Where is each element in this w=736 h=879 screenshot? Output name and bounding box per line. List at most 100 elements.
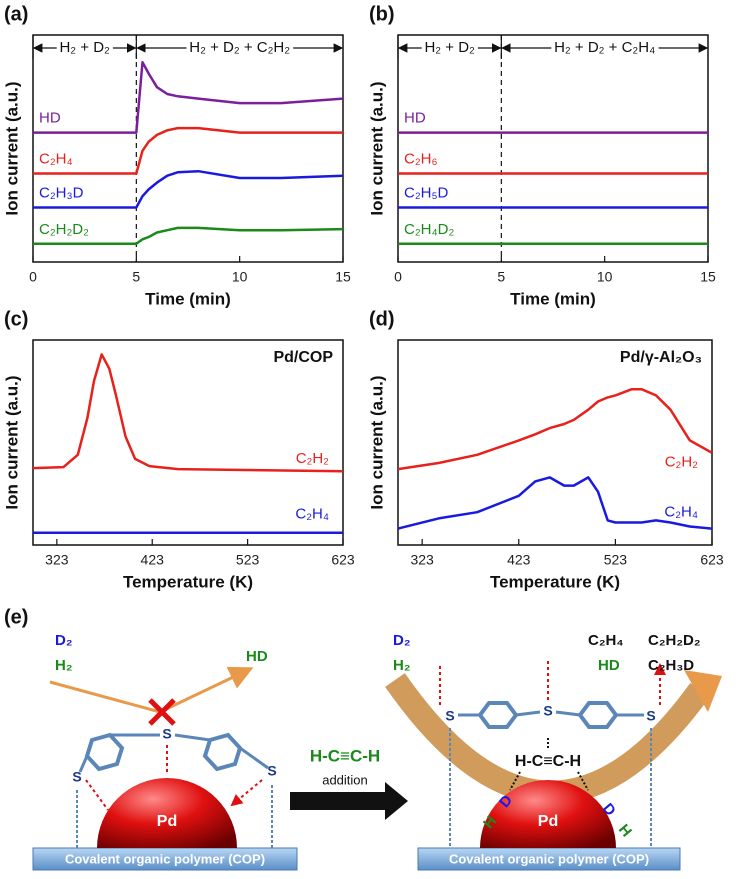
y-axis-title: Ion current (a.u.) bbox=[367, 81, 386, 215]
x-tick-label: 623 bbox=[331, 552, 355, 568]
series-label: C₂H₄D₂ bbox=[404, 221, 454, 238]
y-axis-title: Ion current (a.u.) bbox=[367, 375, 386, 509]
gas-label: H₂ bbox=[393, 657, 411, 674]
x-tick-label: 10 bbox=[597, 269, 613, 285]
interaction bbox=[85, 745, 263, 810]
y-axis-title: Ion current (a.u.) bbox=[2, 81, 21, 215]
series-line bbox=[33, 60, 344, 134]
series-line bbox=[33, 126, 343, 175]
bond-label: H bbox=[615, 821, 635, 840]
ring bbox=[84, 732, 125, 772]
reagent-label: H-C≡C-H bbox=[310, 746, 380, 765]
x-tick-label: 10 bbox=[232, 269, 248, 285]
support-label: Covalent organic polymer (COP) bbox=[449, 851, 649, 866]
region-label: H₂ + D₂ + C₂H₂ bbox=[189, 39, 290, 56]
scheme: (e) Covalent organic polymer (COP) Pd D₂… bbox=[4, 606, 722, 871]
x-tick-label: 5 bbox=[497, 269, 505, 285]
s-label: S bbox=[445, 708, 454, 724]
product-label: HD bbox=[246, 648, 268, 665]
y-axis-title: Ion current (a.u.) bbox=[2, 375, 21, 509]
x-tick-label: 423 bbox=[141, 552, 165, 568]
s-label: S bbox=[543, 703, 552, 719]
panel-label: (c) bbox=[4, 308, 28, 330]
plot-frame bbox=[397, 34, 709, 263]
series-label: C₂H₄ bbox=[295, 506, 329, 523]
pd-particle bbox=[97, 778, 237, 848]
product-label: C₂H₂D₂ bbox=[648, 632, 701, 649]
series-label: HD bbox=[39, 110, 61, 127]
gas-label: D₂ bbox=[393, 632, 411, 649]
series-line bbox=[33, 226, 344, 246]
region-label: H₂ + D₂ bbox=[59, 39, 110, 56]
series-label: C₂H₂ bbox=[665, 454, 698, 471]
x-tick-label: 0 bbox=[29, 269, 37, 285]
adsorption bbox=[509, 736, 589, 791]
x-axis-title: Temperature (K) bbox=[123, 572, 253, 591]
linker bbox=[78, 733, 269, 773]
panel-label: (a) bbox=[4, 3, 28, 25]
action-label: addition bbox=[322, 772, 368, 787]
flow-arrow-head bbox=[684, 670, 722, 712]
sample-label: Pd/COP bbox=[273, 349, 333, 366]
x-tick-label: 623 bbox=[700, 552, 724, 568]
desorption bbox=[439, 660, 660, 705]
process-arrow bbox=[290, 782, 408, 820]
ring bbox=[202, 732, 243, 772]
x-tick-label: 323 bbox=[410, 552, 434, 568]
series-label: C₂H₂ bbox=[296, 450, 329, 467]
adsorbate-label: H-C≡C-H bbox=[515, 753, 581, 770]
gas-label: H₂ bbox=[55, 657, 73, 674]
x-axis-title: Temperature (K) bbox=[490, 572, 620, 591]
series-label: C₂H₆ bbox=[404, 150, 438, 167]
series-line bbox=[32, 353, 344, 473]
sample-label: Pd/γ-Al₂O₃ bbox=[620, 349, 702, 366]
region-label: H₂ + D₂ + C₂H₄ bbox=[554, 39, 655, 56]
s-label: S bbox=[267, 763, 276, 779]
product-label: C₂H₃D bbox=[648, 657, 694, 674]
metal-label: Pd bbox=[157, 813, 177, 830]
panel-label: (b) bbox=[369, 3, 395, 25]
x-axis-title: Time (min) bbox=[145, 289, 231, 308]
plot-frame bbox=[397, 339, 713, 546]
ring bbox=[477, 701, 519, 729]
product-label: HD bbox=[598, 657, 620, 674]
s-label: S bbox=[162, 726, 171, 742]
product-label: C₂H₄ bbox=[588, 632, 623, 649]
x-axis-title: Time (min) bbox=[510, 289, 596, 308]
metal-label: Pd bbox=[538, 813, 558, 830]
series-label: C₂H₂D₂ bbox=[39, 221, 89, 238]
x-tick-label: 523 bbox=[604, 552, 628, 568]
x-tick-label: 5 bbox=[132, 269, 140, 285]
x-tick-label: 423 bbox=[507, 552, 531, 568]
plot-frame bbox=[32, 34, 344, 263]
series-label: C₂H₄ bbox=[39, 150, 73, 167]
panel-label: (d) bbox=[369, 308, 395, 330]
series-line bbox=[397, 476, 713, 530]
series-line bbox=[33, 169, 344, 209]
s-label: S bbox=[72, 769, 81, 785]
series-line bbox=[397, 387, 713, 471]
x-tick-label: 0 bbox=[394, 269, 402, 285]
block-mark bbox=[148, 698, 176, 726]
x-tick-label: 323 bbox=[45, 552, 69, 568]
panel-label: (e) bbox=[4, 606, 28, 628]
region-label: H₂ + D₂ bbox=[424, 39, 475, 56]
gas-label: D₂ bbox=[55, 632, 73, 649]
gas-arrow bbox=[49, 666, 254, 714]
series-label: C₂H₅D bbox=[404, 184, 449, 201]
ring bbox=[577, 701, 619, 729]
series-label: C₂H₃D bbox=[39, 184, 84, 201]
tether bbox=[76, 785, 273, 848]
x-tick-label: 15 bbox=[335, 269, 351, 285]
series-label: HD bbox=[404, 110, 426, 127]
x-tick-label: 15 bbox=[700, 269, 716, 285]
s-label: S bbox=[646, 708, 655, 724]
x-tick-label: 523 bbox=[236, 552, 260, 568]
plot-frame bbox=[32, 339, 344, 546]
tether bbox=[449, 728, 652, 848]
pd-particle bbox=[480, 780, 616, 848]
linker bbox=[458, 710, 644, 717]
series-label: C₂H₄ bbox=[664, 504, 698, 521]
